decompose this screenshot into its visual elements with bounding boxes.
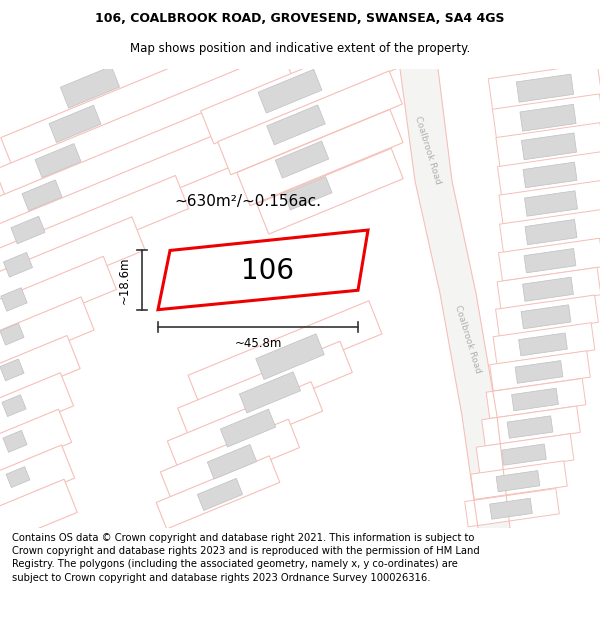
Text: Coalbrook Road: Coalbrook Road <box>413 115 443 186</box>
Polygon shape <box>49 105 101 142</box>
Polygon shape <box>518 333 568 356</box>
Polygon shape <box>0 323 24 345</box>
Polygon shape <box>1 288 27 311</box>
Polygon shape <box>482 406 580 446</box>
Polygon shape <box>400 69 510 528</box>
Polygon shape <box>523 277 574 301</box>
Polygon shape <box>476 434 574 474</box>
Polygon shape <box>465 489 559 527</box>
Polygon shape <box>197 478 242 511</box>
Polygon shape <box>2 395 26 416</box>
Polygon shape <box>237 109 403 206</box>
Polygon shape <box>507 416 553 438</box>
Text: ~630m²/~0.156ac.: ~630m²/~0.156ac. <box>175 194 322 209</box>
Polygon shape <box>525 219 577 245</box>
Polygon shape <box>520 104 576 131</box>
Polygon shape <box>3 431 27 452</box>
Polygon shape <box>0 445 74 519</box>
Polygon shape <box>1 8 329 171</box>
Polygon shape <box>523 162 577 188</box>
Polygon shape <box>0 479 77 552</box>
Polygon shape <box>167 382 323 471</box>
Polygon shape <box>496 295 598 336</box>
Polygon shape <box>275 141 329 178</box>
Polygon shape <box>258 69 322 113</box>
Text: ~45.8m: ~45.8m <box>235 337 281 350</box>
Text: Map shows position and indicative extent of the property.: Map shows position and indicative extent… <box>130 42 470 55</box>
Polygon shape <box>499 238 600 281</box>
Polygon shape <box>512 388 559 411</box>
Text: Contains OS data © Crown copyright and database right 2021. This information is : Contains OS data © Crown copyright and d… <box>12 533 480 582</box>
Polygon shape <box>257 148 403 234</box>
Polygon shape <box>208 444 257 479</box>
Polygon shape <box>239 372 301 413</box>
Text: ~18.6m: ~18.6m <box>118 256 131 304</box>
Polygon shape <box>493 322 595 364</box>
Polygon shape <box>201 34 399 144</box>
Polygon shape <box>0 297 94 382</box>
Polygon shape <box>497 268 600 309</box>
Polygon shape <box>497 152 600 196</box>
Polygon shape <box>490 498 532 519</box>
Polygon shape <box>496 471 540 492</box>
Polygon shape <box>500 209 600 252</box>
Text: Coalbrook Road: Coalbrook Road <box>454 304 482 374</box>
Polygon shape <box>284 177 332 210</box>
Polygon shape <box>0 94 262 234</box>
Polygon shape <box>0 217 145 319</box>
Polygon shape <box>35 144 81 177</box>
Polygon shape <box>0 372 73 449</box>
Polygon shape <box>471 461 567 499</box>
Polygon shape <box>0 51 295 202</box>
Polygon shape <box>486 379 586 419</box>
Polygon shape <box>521 133 577 160</box>
Polygon shape <box>220 409 275 447</box>
Polygon shape <box>218 71 403 175</box>
Polygon shape <box>0 409 71 484</box>
Polygon shape <box>4 253 32 277</box>
Polygon shape <box>0 134 230 265</box>
Polygon shape <box>22 180 62 211</box>
Polygon shape <box>521 305 571 329</box>
Polygon shape <box>524 249 576 272</box>
Polygon shape <box>256 334 324 379</box>
Text: 106: 106 <box>241 257 295 285</box>
Polygon shape <box>0 359 24 381</box>
Polygon shape <box>0 176 188 292</box>
Polygon shape <box>178 341 352 439</box>
Polygon shape <box>488 63 600 111</box>
Polygon shape <box>158 230 368 309</box>
Polygon shape <box>188 301 382 408</box>
Polygon shape <box>61 66 119 108</box>
Polygon shape <box>515 361 563 383</box>
Polygon shape <box>11 216 45 244</box>
Polygon shape <box>517 74 574 102</box>
Polygon shape <box>496 122 600 168</box>
Polygon shape <box>156 456 280 529</box>
Polygon shape <box>524 191 578 216</box>
Text: 106, COALBROOK ROAD, GROVESEND, SWANSEA, SA4 4GS: 106, COALBROOK ROAD, GROVESEND, SWANSEA,… <box>95 12 505 26</box>
Polygon shape <box>160 419 299 501</box>
Polygon shape <box>0 336 80 414</box>
Polygon shape <box>267 105 325 145</box>
Polygon shape <box>0 256 116 349</box>
Polygon shape <box>493 94 600 139</box>
Polygon shape <box>499 181 600 224</box>
Polygon shape <box>502 444 547 465</box>
Polygon shape <box>490 351 590 391</box>
Polygon shape <box>6 467 30 488</box>
